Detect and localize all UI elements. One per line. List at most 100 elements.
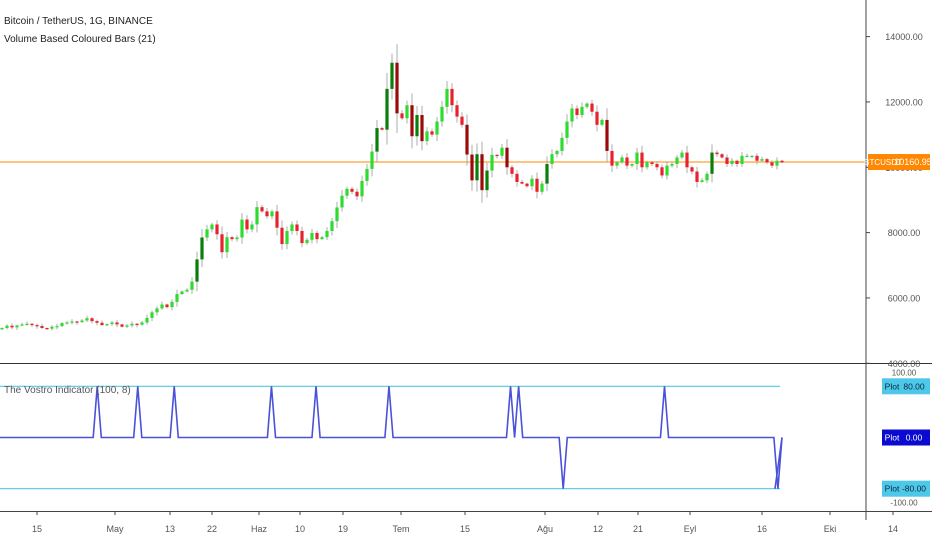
candle-bull[interactable] [205, 229, 209, 238]
candle-bear[interactable] [115, 322, 119, 325]
candle-bear[interactable] [460, 116, 464, 125]
candle-bear[interactable] [695, 171, 699, 182]
candle-bear[interactable] [770, 162, 774, 166]
candle-bull[interactable] [330, 221, 334, 231]
candle-bull[interactable] [550, 154, 554, 165]
study-title[interactable]: Volume Based Coloured Bars (21) [4, 34, 156, 45]
candle-bull[interactable] [375, 128, 379, 152]
candle-bear[interactable] [100, 322, 104, 326]
candle-bear[interactable] [420, 115, 424, 142]
candle-bear[interactable] [525, 183, 529, 187]
candle-bull[interactable] [15, 325, 19, 328]
candle-bull[interactable] [405, 105, 409, 119]
candle-bull[interactable] [530, 178, 534, 187]
candle-bull[interactable] [600, 119, 604, 125]
candle-bull[interactable] [85, 318, 89, 321]
candle-bull[interactable] [485, 170, 489, 191]
candle-bull[interactable] [435, 121, 439, 135]
candle-bull[interactable] [65, 322, 69, 324]
candle-bull[interactable] [250, 224, 254, 230]
candle-bear[interactable] [410, 105, 414, 137]
candle-bull[interactable] [140, 322, 144, 325]
candle-bear[interactable] [275, 211, 279, 228]
candle-bear[interactable] [505, 147, 509, 168]
candle-bull[interactable] [55, 326, 59, 328]
candle-bull[interactable] [490, 154, 494, 171]
candle-bull[interactable] [440, 106, 444, 122]
candle-bull[interactable] [125, 325, 129, 327]
candle-bull[interactable] [185, 289, 189, 292]
candle-bull[interactable] [145, 317, 149, 323]
candle-bear[interactable] [610, 150, 614, 166]
candle-bull[interactable] [555, 150, 559, 155]
candle-bear[interactable] [480, 154, 484, 191]
candle-bull[interactable] [160, 304, 164, 309]
candle-bear[interactable] [400, 113, 404, 119]
candle-bear[interactable] [75, 321, 79, 323]
candle-bull[interactable] [675, 157, 679, 165]
candle-bull[interactable] [190, 281, 194, 290]
candle-bull[interactable] [180, 291, 184, 295]
candle-bear[interactable] [765, 159, 769, 163]
candle-bear[interactable] [575, 108, 579, 116]
candle-bear[interactable] [690, 167, 694, 172]
candle-bull[interactable] [775, 160, 779, 166]
candle-bear[interactable] [450, 88, 454, 106]
candle-bull[interactable] [170, 301, 174, 308]
candle-bull[interactable] [580, 106, 584, 116]
candle-bull[interactable] [670, 164, 674, 166]
candle-bear[interactable] [720, 154, 724, 158]
candle-bull[interactable] [200, 237, 204, 260]
candle-bull[interactable] [155, 308, 159, 313]
candle-bull[interactable] [385, 88, 389, 130]
candle-bull[interactable] [25, 323, 29, 325]
candle-bear[interactable] [300, 230, 304, 244]
candle-bull[interactable] [235, 237, 239, 240]
candle-bear[interactable] [315, 232, 319, 240]
candle-bull[interactable] [20, 324, 24, 326]
candle-bull[interactable] [665, 165, 669, 176]
candle-bull[interactable] [500, 147, 504, 156]
candle-bear[interactable] [685, 152, 689, 168]
candle-bull[interactable] [635, 152, 639, 165]
indicator-pane[interactable] [0, 385, 783, 490]
candle-bear[interactable] [625, 157, 629, 166]
candle-bull[interactable] [760, 159, 764, 161]
candle-bear[interactable] [655, 164, 659, 168]
indicator-title[interactable]: The Vostro Indicator (100, 8) [4, 385, 131, 396]
candle-bull[interactable] [340, 195, 344, 208]
candle-bear[interactable] [470, 154, 474, 181]
candle-bear[interactable] [520, 181, 524, 184]
candle-bull[interactable] [310, 232, 314, 240]
candle-bull[interactable] [700, 180, 704, 182]
candle-bear[interactable] [45, 328, 49, 330]
candle-bull[interactable] [255, 207, 259, 225]
candle-bull[interactable] [210, 224, 214, 230]
candle-bull[interactable] [175, 294, 179, 302]
price-pane[interactable] [0, 0, 932, 520]
candle-bear[interactable] [515, 173, 519, 182]
candle-bull[interactable] [475, 154, 479, 181]
candle-bull[interactable] [105, 324, 109, 326]
candle-bull[interactable] [680, 152, 684, 158]
candle-bull[interactable] [630, 164, 634, 166]
candle-bull[interactable] [290, 224, 294, 231]
candle-bear[interactable] [90, 318, 94, 322]
candle-bull[interactable] [645, 162, 649, 168]
candle-bear[interactable] [220, 234, 224, 253]
candle-bear[interactable] [280, 227, 284, 245]
candle-bear[interactable] [355, 191, 359, 197]
candle-bear[interactable] [430, 131, 434, 135]
candle-bear[interactable] [650, 162, 654, 165]
candle-bull[interactable] [335, 207, 339, 222]
candle-bear[interactable] [715, 152, 719, 155]
candle-bear[interactable] [35, 325, 39, 327]
candle-bull[interactable] [585, 103, 589, 107]
candle-bull[interactable] [745, 155, 749, 158]
candle-bull[interactable] [730, 160, 734, 165]
candle-bull[interactable] [325, 230, 329, 238]
candle-bull[interactable] [570, 108, 574, 122]
candle-bull[interactable] [365, 168, 369, 182]
candle-bear[interactable] [605, 119, 609, 151]
candle-bull[interactable] [360, 181, 364, 197]
